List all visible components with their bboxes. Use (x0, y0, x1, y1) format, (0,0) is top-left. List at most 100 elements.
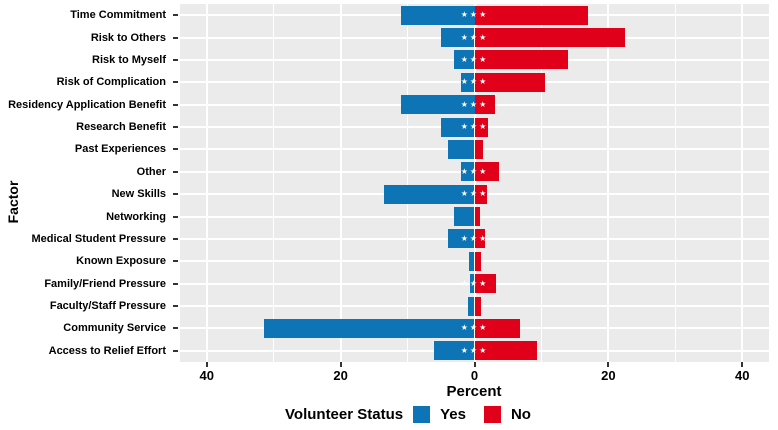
y-axis-label: Past Experiences (74, 143, 166, 156)
y-axis-tick (173, 282, 178, 285)
bar-yes (469, 251, 475, 271)
bar-yes (441, 117, 475, 137)
significance-stars: ★★★ (460, 189, 489, 199)
significance-stars: ★★★ (460, 323, 489, 333)
bar-no (474, 229, 485, 249)
y-axis-label: Medical Student Pressure (31, 232, 167, 245)
significance-stars: ★★★ (460, 99, 489, 109)
x-axis-tick (205, 362, 208, 367)
bar-no (474, 50, 569, 70)
y-axis-tick (173, 327, 178, 330)
y-axis-label: Risk to Others (90, 31, 166, 44)
bar-yes (384, 184, 475, 204)
bar-yes (400, 5, 475, 25)
bar-yes (447, 229, 475, 249)
legend-label-no: No (510, 405, 531, 423)
y-axis-label: Research Benefit (76, 121, 166, 134)
bar-no (474, 251, 481, 271)
x-axis-tick-label: 40 (199, 368, 214, 383)
significance-stars: ★★★ (460, 32, 489, 42)
y-axis-label: Risk to Myself (92, 53, 166, 66)
bar-yes (461, 72, 475, 92)
bar-no (474, 341, 537, 361)
bar-no (474, 318, 520, 338)
y-axis-tick (173, 36, 178, 39)
legend-swatch-no (483, 405, 501, 423)
y-axis-tick (173, 193, 178, 196)
gridline-minor-vertical (540, 4, 542, 362)
plot-panel: ★★★ ★★★ ★★★ ★★★ ★★★ ★★★ ★★★ ★★★ ★★★ ★★★ ★★★ ★★★ (180, 4, 769, 362)
bar-no (474, 95, 495, 115)
gridline-major-vertical (473, 4, 476, 362)
y-axis-label: New Skills (111, 188, 166, 201)
bar-no (474, 5, 589, 25)
y-axis-tick (173, 349, 178, 352)
y-axis-label: Risk of Complication (56, 76, 166, 89)
y-axis-label: Faculty/Staff Pressure (49, 300, 166, 313)
legend-label-yes: Yes (440, 405, 466, 423)
y-axis-tick (173, 260, 178, 263)
y-axis-label: Family/Friend Pressure (44, 277, 166, 290)
bar-no (474, 184, 487, 204)
significance-stars: ★★★ (460, 54, 489, 64)
y-axis-label: Other (136, 165, 166, 178)
significance-stars: ★★★ (460, 345, 489, 355)
y-axis-label: Access to Relief Effort (48, 344, 166, 357)
gridline-major-vertical (205, 4, 208, 362)
y-axis-tick (173, 58, 178, 61)
bar-no (474, 28, 626, 48)
gridline-minor-vertical (674, 4, 676, 362)
bar-yes (263, 318, 475, 338)
gridline-major-vertical (607, 4, 610, 362)
y-axis-label: Known Exposure (76, 255, 166, 268)
bar-yes (434, 341, 475, 361)
y-axis-tick (173, 14, 178, 17)
y-axis-tick (173, 215, 178, 218)
x-axis-tick (607, 362, 610, 367)
x-axis-tick (473, 362, 476, 367)
y-axis-tick (173, 81, 178, 84)
significance-stars: ★★★ (460, 278, 489, 288)
x-axis-tick (741, 362, 744, 367)
gridline-major-vertical (741, 4, 744, 362)
bar-yes (447, 139, 475, 159)
x-axis-tick-label: 40 (734, 368, 750, 383)
bar-yes (400, 95, 475, 115)
bar-yes (461, 162, 475, 182)
bar-yes (454, 50, 475, 70)
significance-stars: ★★★ (460, 10, 489, 20)
x-axis-tick-label: 20 (333, 368, 348, 383)
significance-stars: ★★★ (460, 122, 489, 132)
bar-no (474, 139, 483, 159)
y-axis-label: Residency Application Benefit (8, 98, 166, 111)
x-axis-title: Percent (446, 383, 502, 400)
significance-stars: ★★★ (460, 233, 489, 243)
x-axis-tick-label: 0 (470, 368, 479, 383)
legend-title: Volunteer Status (285, 405, 404, 423)
significance-stars: ★★★ (460, 166, 489, 176)
x-axis-tick-label: 20 (601, 368, 616, 383)
y-axis-tick (173, 148, 178, 151)
bar-yes (454, 207, 475, 227)
gridline-minor-vertical (407, 4, 409, 362)
y-axis-label: Time Commitment (70, 9, 166, 22)
legend: Volunteer Status Yes No (0, 402, 778, 426)
y-axis-tick (173, 103, 178, 106)
bar-no (474, 162, 500, 182)
x-axis-tick (339, 362, 342, 367)
bar-no (474, 207, 480, 227)
bar-no (474, 274, 496, 294)
gridline-major-vertical (339, 4, 342, 362)
bar-yes (469, 274, 475, 294)
y-axis-tick (173, 305, 178, 308)
y-axis-label: Networking (106, 210, 166, 223)
significance-stars: ★★★ (460, 77, 489, 87)
y-axis-tick (173, 126, 178, 129)
gridline-minor-vertical (273, 4, 275, 362)
bar-no (474, 117, 488, 137)
y-axis-labels: Time Commitment Risk to Others Risk to Mys… (0, 4, 172, 362)
y-axis-tick (173, 170, 178, 173)
bar-yes (441, 28, 475, 48)
y-axis-label: Community Service (63, 322, 166, 335)
